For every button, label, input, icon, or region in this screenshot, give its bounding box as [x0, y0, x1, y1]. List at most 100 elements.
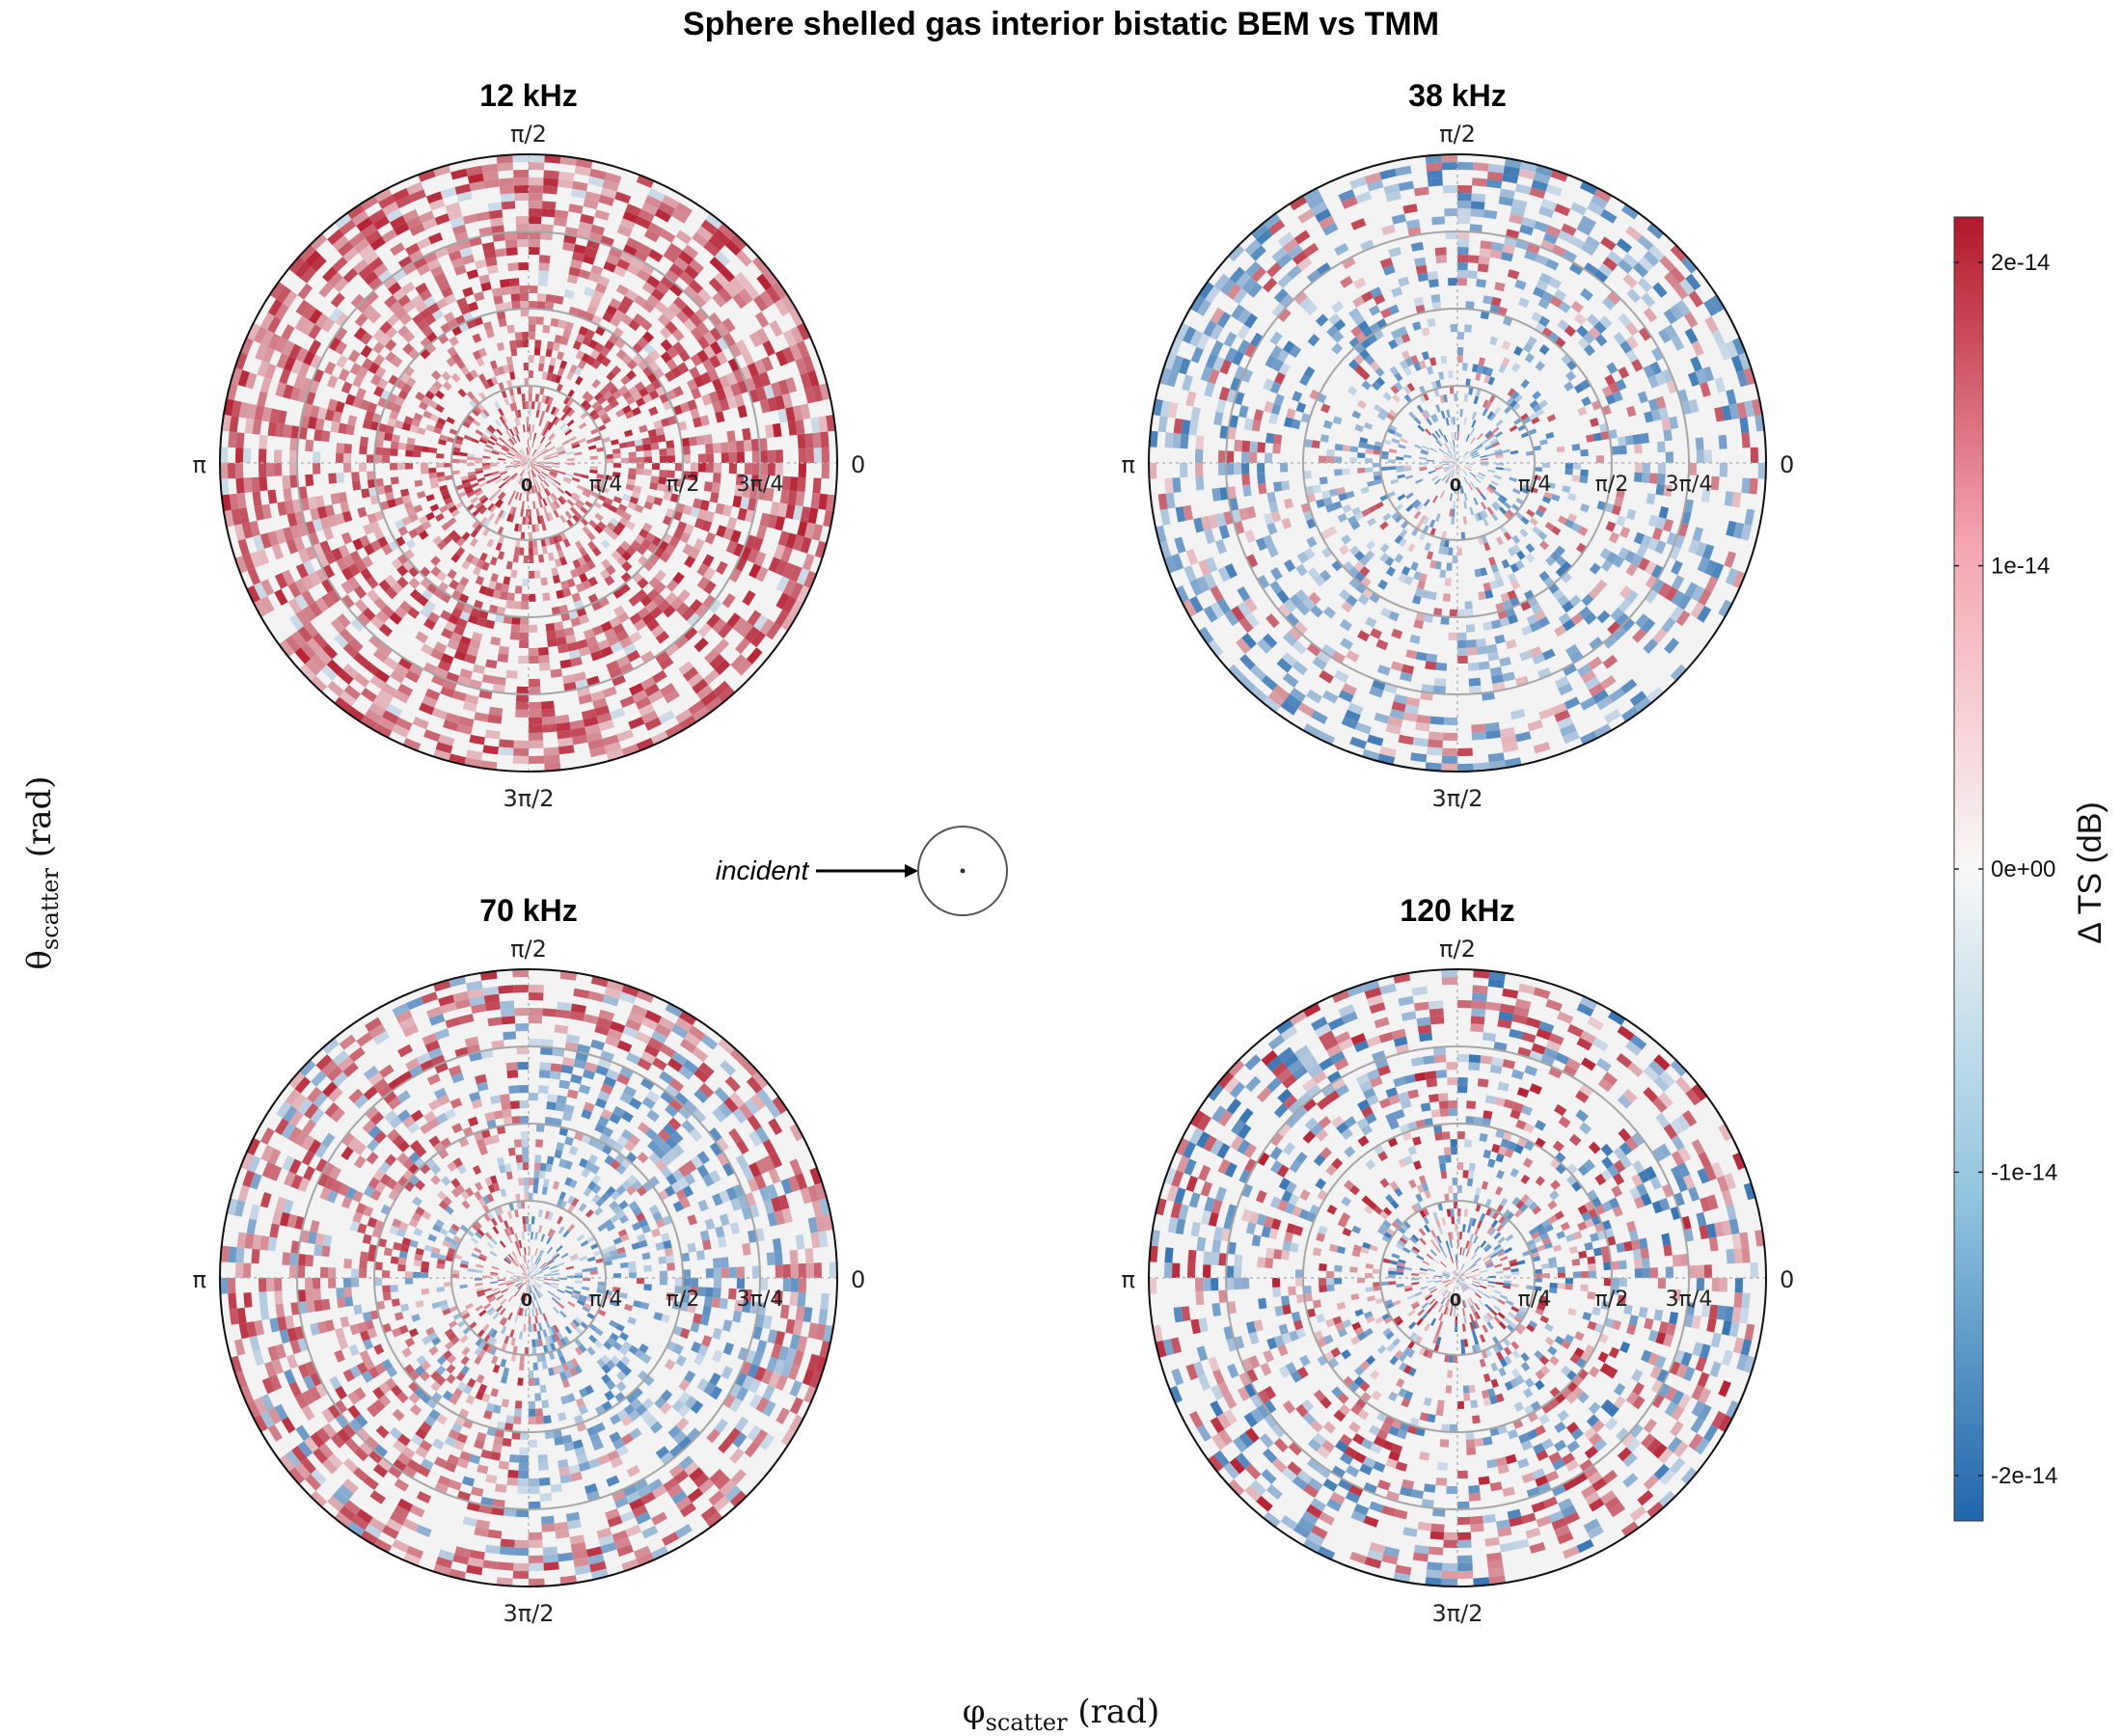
heatmap-cell: [506, 379, 513, 389]
heatmap-cell: [594, 283, 608, 294]
radial-tick-label: 3π/4: [1666, 473, 1713, 497]
heatmap-cell: [471, 482, 479, 488]
heatmap-cell: [405, 444, 415, 451]
heatmap-cell: [1457, 185, 1473, 194]
heatmap-cell: [491, 471, 500, 475]
radial-tick-label: π/4: [1518, 473, 1552, 497]
heatmap-cell: [594, 512, 604, 522]
heatmap-cell: [559, 495, 567, 503]
heatmap-cell: [516, 231, 529, 240]
heatmap-cell: [500, 193, 515, 203]
heatmap-cell: [666, 1255, 675, 1263]
heatmap-cell: [615, 409, 625, 418]
heatmap-cell: [419, 401, 429, 411]
heatmap-cell: [727, 1288, 737, 1300]
heatmap-cell: [476, 503, 485, 512]
heatmap-cell: [1457, 255, 1469, 263]
heatmap-cell: [498, 746, 514, 756]
heatmap-cell: [366, 454, 375, 463]
heatmap-cell: [420, 606, 432, 618]
heatmap-cell: [550, 406, 558, 416]
heatmap-cell: [499, 177, 514, 187]
heatmap-cell: [419, 566, 431, 578]
heatmap-cell: [501, 448, 509, 453]
heatmap-cell: [644, 532, 656, 543]
angular-tick-label: 0: [1780, 451, 1794, 478]
heatmap-cell: [1476, 637, 1486, 647]
heatmap-cell: [1319, 476, 1328, 485]
heatmap-cell: [509, 339, 517, 349]
heatmap-cell: [420, 577, 432, 589]
heatmap-cell: [501, 583, 509, 593]
heatmap-cell: [633, 294, 647, 308]
heatmap-cell: [767, 449, 775, 463]
heatmap-cell: [1448, 632, 1457, 640]
heatmap-cell: [1430, 294, 1441, 304]
heatmap-cell: [491, 287, 503, 297]
heatmap-cell: [612, 448, 621, 454]
heatmap-cell: [390, 448, 398, 456]
heatmap-cell: [492, 367, 501, 377]
heatmap-cell: [505, 478, 512, 485]
heatmap-cell: [441, 522, 451, 531]
heatmap-cell: [529, 701, 542, 710]
heatmap-cell: [602, 502, 612, 509]
heatmap-cell: [566, 458, 575, 461]
heatmap-cell: [557, 448, 565, 454]
heatmap-cell: [353, 1304, 363, 1316]
heatmap-cell: [421, 1266, 429, 1273]
heatmap-cell: [545, 404, 551, 413]
heatmap-cell: [605, 458, 614, 463]
heatmap-cell: [450, 458, 460, 463]
heatmap-cell: [591, 547, 602, 557]
heatmap-cell: [558, 643, 569, 654]
heatmap-cell: [397, 463, 406, 471]
heatmap-cell: [362, 419, 372, 430]
heatmap-cell: [447, 638, 460, 651]
heatmap-cell: [529, 755, 545, 765]
heatmap-cell: [476, 357, 485, 367]
heatmap-cell: [546, 630, 557, 639]
heatmap-cell: [1442, 732, 1457, 741]
heatmap-cell: [805, 448, 815, 463]
heatmap-cell: [402, 300, 416, 313]
heatmap-cell: [242, 448, 252, 463]
heatmap-cell: [558, 497, 565, 505]
heatmap-cell: [1632, 434, 1642, 445]
heatmap-cell: [576, 484, 585, 492]
heatmap-cell: [512, 474, 519, 480]
heatmap-cell: [1462, 363, 1468, 371]
heatmap-cell: [682, 504, 693, 516]
heatmap-cell: [385, 491, 394, 502]
heatmap-cell: [313, 1288, 322, 1301]
heatmap-cell: [539, 515, 545, 524]
heatmap-cell: [431, 309, 444, 321]
heatmap-cell: [529, 401, 532, 410]
heatmap-cell: [1265, 432, 1275, 444]
heatmap-cell: [532, 547, 538, 556]
heatmap-cell: [557, 351, 565, 361]
heatmap-cell: [387, 499, 396, 508]
heatmap-cell: [486, 478, 495, 484]
heatmap-cell: [690, 471, 698, 481]
heatmap-cell: [625, 483, 635, 491]
heatmap-cell: [409, 588, 422, 601]
heatmap-cell: [585, 393, 594, 403]
heatmap-cell: [413, 445, 422, 452]
heatmap-cell: [1273, 434, 1283, 445]
heatmap-cell: [430, 566, 442, 578]
heatmap-cell: [812, 477, 822, 494]
heatmap-cell: [589, 455, 598, 460]
heatmap-cell: [517, 409, 522, 418]
heatmap-cell: [554, 557, 562, 568]
heatmap-cell: [532, 477, 536, 486]
heatmap-cell: [476, 476, 486, 483]
heatmap-cell: [481, 561, 490, 571]
heatmap-cell: [642, 342, 655, 355]
heatmap-cell: [534, 453, 542, 459]
heatmap-cell: [1427, 271, 1438, 281]
heatmap-cell: [550, 470, 558, 475]
heatmap-cell: [687, 399, 697, 411]
